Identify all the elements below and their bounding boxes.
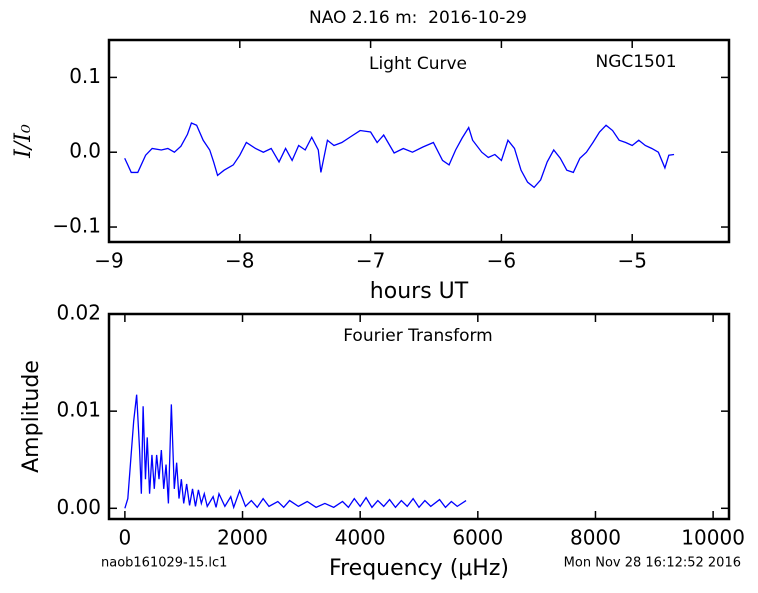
annotation: NGC1501: [595, 52, 676, 72]
data-line: [124, 122, 675, 189]
x-tick-label: 2000: [217, 526, 268, 550]
y-axis-label: Amplitude: [19, 360, 44, 473]
y-tick-label: 0.02: [56, 301, 101, 325]
y-axis-label: I/I₀: [11, 124, 36, 159]
x-tick-label: 6000: [452, 526, 503, 550]
y-tick-label: 0.0: [69, 139, 101, 163]
page-title: NAO 2.16 m: 2016-10-29: [309, 8, 527, 28]
x-tick-label: −7: [356, 249, 385, 273]
x-tick-label: 10000: [681, 526, 745, 550]
annotation: Fourier Transform: [343, 326, 492, 346]
y-tick-label: −0.1: [52, 214, 101, 238]
plot-frame: [107, 312, 731, 521]
y-tick-label: 0.00: [56, 495, 101, 519]
x-tick-label: 8000: [570, 526, 621, 550]
x-tick-label: −9: [94, 249, 123, 273]
x-tick-label: 4000: [335, 526, 386, 550]
file-name: naob161029-15.lc1: [101, 556, 227, 571]
annotation: Light Curve: [369, 54, 467, 74]
data-line: [124, 394, 467, 510]
x-axis-label: hours UT: [370, 279, 469, 304]
x-axis-label: Frequency (μHz): [329, 556, 509, 581]
y-tick-label: 0.1: [69, 64, 101, 88]
timestamp: Mon Nov 28 16:12:52 2016: [564, 556, 741, 571]
x-tick-label: −5: [617, 249, 646, 273]
x-tick-label: −6: [487, 249, 516, 273]
plot-frame: [107, 38, 731, 244]
x-tick-label: 0: [119, 526, 132, 550]
x-tick-label: −8: [225, 249, 254, 273]
y-tick-label: 0.01: [56, 398, 101, 422]
